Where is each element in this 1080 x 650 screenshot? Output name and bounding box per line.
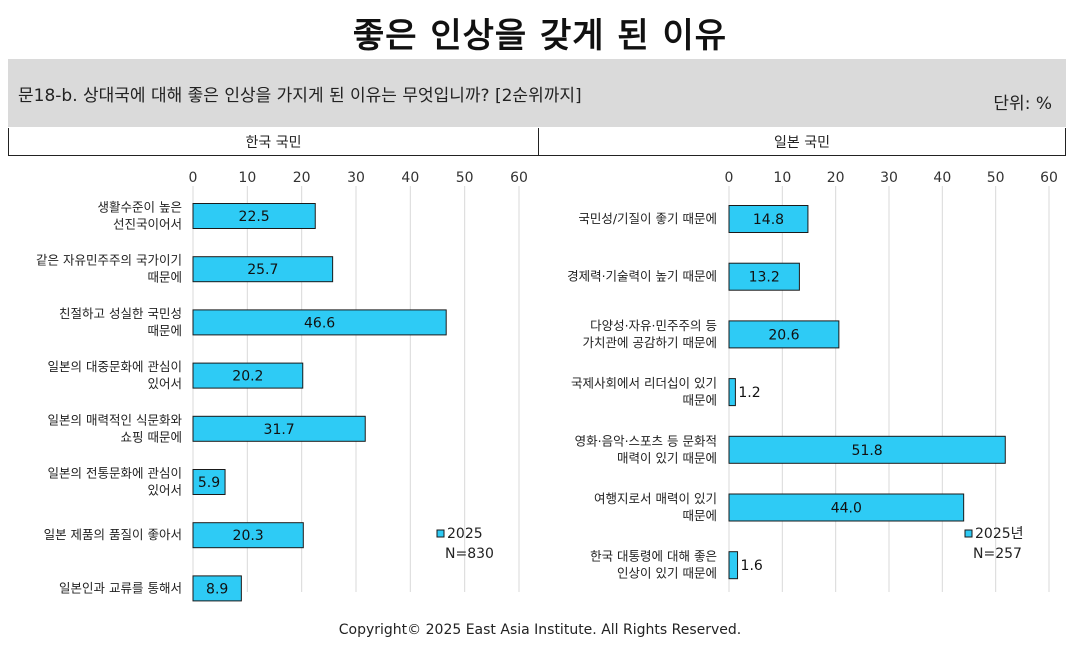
kr-tick-label: 0 bbox=[189, 170, 198, 186]
kr-tick-label: 30 bbox=[347, 170, 365, 186]
jp-data-label: 44.0 bbox=[831, 501, 862, 517]
jp-legend-n: N=257 bbox=[973, 546, 1022, 562]
kr-category-label: 친절하고 성실한 국민성 bbox=[59, 306, 182, 321]
kr-tick-label: 60 bbox=[510, 170, 528, 186]
jp-category-label: 때문에 bbox=[682, 508, 717, 523]
kr-bar bbox=[192, 309, 447, 336]
kr-category-label: 있어서 bbox=[147, 483, 182, 498]
kr-tick-label: 40 bbox=[401, 170, 419, 186]
kr-data-label: 20.2 bbox=[232, 369, 263, 385]
kr-category-label: 선진국이어서 bbox=[113, 217, 182, 232]
jp-category-label: 한국 대통령에 대해 좋은 bbox=[590, 549, 717, 564]
jp-bar bbox=[728, 320, 840, 349]
kr-data-label: 20.3 bbox=[233, 528, 264, 544]
kr-bar bbox=[192, 522, 304, 549]
jp-data-label: 20.6 bbox=[768, 327, 799, 343]
kr-bar bbox=[192, 362, 304, 389]
kr-bar bbox=[192, 575, 242, 602]
kr-category-label: 일본의 매력적인 식문화와 bbox=[48, 412, 183, 427]
page-title: 좋은 인상을 갖게 된 이유 bbox=[352, 16, 728, 56]
copyright: Copyright© 2025 East Asia Institute. All… bbox=[338, 622, 742, 638]
kr-category-label: 같은 자유민주주의 국가이기 bbox=[36, 253, 182, 268]
kr-data-label: 46.6 bbox=[304, 315, 335, 331]
kr-category-label: 생활수준이 높은 bbox=[98, 200, 182, 215]
question-box: 문18-b. 상대국에 대해 좋은 인상을 가지게 된 이유는 무엇입니까? [… bbox=[8, 59, 1066, 127]
kr-bar bbox=[192, 256, 334, 283]
question-text: 문18-b. 상대국에 대해 좋은 인상을 가지게 된 이유는 무엇입니까? [… bbox=[18, 86, 582, 106]
kr-data-label: 31.7 bbox=[264, 422, 295, 438]
jp-data-label: 14.8 bbox=[753, 212, 784, 228]
panel-header-korea: 한국 국민 bbox=[8, 128, 539, 156]
jp-category-label: 영화·음악·스포츠 등 문화적 bbox=[575, 433, 717, 448]
jp-tick-label: 10 bbox=[773, 170, 791, 186]
kr-data-label: 22.5 bbox=[239, 209, 270, 225]
jp-category-label: 국민성/기질이 좋기 때문에 bbox=[578, 211, 717, 226]
kr-tick-label: 10 bbox=[238, 170, 256, 186]
jp-category-label: 때문에 bbox=[682, 393, 717, 408]
jp-category-label: 가치관에 공감하기 때문에 bbox=[583, 335, 717, 350]
jp-bar bbox=[728, 435, 1006, 464]
kr-category-label: 때문에 bbox=[147, 323, 182, 338]
jp-bar bbox=[728, 205, 809, 233]
jp-data-label: 1.6 bbox=[741, 558, 763, 574]
kr-bar bbox=[192, 203, 316, 229]
jp-bar bbox=[728, 262, 800, 291]
panel-header-japan: 일본 국민 bbox=[539, 128, 1066, 156]
jp-data-label: 1.2 bbox=[738, 385, 760, 401]
jp-category-label: 경제력·기술력이 높기 때문에 bbox=[567, 269, 717, 284]
kr-category-label: 쇼핑 때문에 bbox=[121, 429, 182, 444]
jp-tick-label: 60 bbox=[1040, 170, 1058, 186]
jp-bar bbox=[728, 378, 736, 407]
kr-category-label: 일본의 전통문화에 관심이 bbox=[48, 466, 182, 481]
jp-tick-label: 20 bbox=[827, 170, 845, 186]
kr-category-label: 때문에 bbox=[147, 270, 182, 285]
kr-category-label: 있어서 bbox=[147, 376, 182, 391]
kr-bar bbox=[192, 469, 226, 495]
jp-data-label: 13.2 bbox=[749, 270, 780, 286]
kr-data-label: 5.9 bbox=[198, 475, 220, 491]
jp-bar bbox=[728, 493, 965, 522]
unit-label: 단위: % bbox=[993, 94, 1052, 114]
jp-tick-label: 0 bbox=[725, 170, 734, 186]
jp-legend-swatch bbox=[964, 529, 973, 538]
jp-legend-label: 2025년 bbox=[975, 526, 1024, 542]
jp-category-label: 다양성·자유·민주주의 등 bbox=[590, 318, 717, 333]
jp-bar bbox=[728, 551, 739, 580]
kr-tick-label: 20 bbox=[293, 170, 311, 186]
kr-tick-label: 50 bbox=[456, 170, 474, 186]
kr-category-label: 일본 제품의 품질이 좋아서 bbox=[44, 527, 182, 542]
jp-data-label: 51.8 bbox=[852, 443, 883, 459]
kr-legend-swatch bbox=[436, 529, 445, 538]
kr-category-label: 일본의 대중문화에 관심이 bbox=[48, 359, 182, 374]
jp-tick-label: 50 bbox=[987, 170, 1005, 186]
kr-bar bbox=[192, 415, 366, 442]
jp-category-label: 매력이 있기 때문에 bbox=[617, 450, 717, 465]
jp-tick-label: 40 bbox=[933, 170, 951, 186]
kr-category-label: 일본인과 교류를 통해서 bbox=[59, 580, 182, 595]
kr-legend-n: N=830 bbox=[445, 546, 494, 562]
jp-category-label: 국제사회에서 리더십이 있기 bbox=[571, 376, 717, 391]
jp-category-label: 인상이 있기 때문에 bbox=[617, 566, 717, 581]
jp-category-label: 여행지로서 매력이 있기 bbox=[594, 491, 717, 506]
kr-data-label: 25.7 bbox=[247, 262, 278, 278]
kr-legend-label: 2025 bbox=[447, 526, 483, 542]
kr-data-label: 8.9 bbox=[206, 581, 228, 597]
jp-tick-label: 30 bbox=[880, 170, 898, 186]
